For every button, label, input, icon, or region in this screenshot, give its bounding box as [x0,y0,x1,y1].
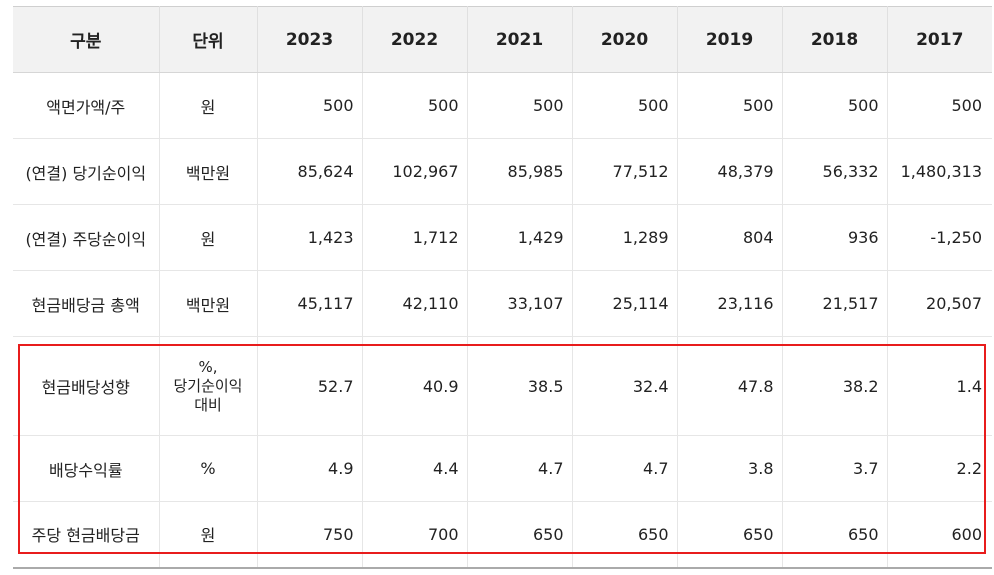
row-label: 액면가액/주 [13,72,160,139]
cell-value: 500 [257,72,363,139]
row-unit: 원 [159,204,258,271]
table-header: 구분 단위 2023 2022 2021 2020 2019 2018 2017 [13,6,992,73]
row-label: 주당 현금배당금 [13,501,160,569]
cell-value: 650 [782,501,888,569]
row-unit: 백만원 [159,138,258,205]
cell-value: 102,967 [362,138,468,205]
cell-value: 500 [467,72,573,139]
cell-value: 750 [257,501,363,569]
cell-value: 1,429 [467,204,573,271]
cell-value: 4.4 [362,435,468,502]
row-label: (연결) 주당순이익 [13,204,160,271]
cell-value: 40.9 [362,336,468,436]
cell-value: 77,512 [572,138,678,205]
header-year-2021: 2021 [467,6,573,73]
unit-line: 대비 [194,395,222,414]
row-unit: 백만원 [159,270,258,337]
cell-value: 52.7 [257,336,363,436]
header-year-2022: 2022 [362,6,468,73]
cell-value: 42,110 [362,270,468,337]
cell-value: 600 [887,501,992,569]
cell-value: 33,107 [467,270,573,337]
cell-value: 500 [572,72,678,139]
row-label: 현금배당금 총액 [13,270,160,337]
cell-value: 650 [467,501,573,569]
header-unit: 단위 [159,6,258,73]
unit-line: 당기순이익 [173,376,243,395]
cell-value: 1,423 [257,204,363,271]
cell-value: 32.4 [572,336,678,436]
cell-value: 3.7 [782,435,888,502]
cell-value: 56,332 [782,138,888,205]
row-unit: % [159,435,258,502]
cell-value: 500 [887,72,992,139]
header-year-2019: 2019 [677,6,783,73]
cell-value: 25,114 [572,270,678,337]
row-label: 현금배당성향 [13,336,160,436]
header-label: 구분 [13,6,160,73]
header-year-2020: 2020 [572,6,678,73]
table-row: 액면가액/주 원 500 500 500 500 500 500 500 [13,72,992,139]
cell-value: 4.7 [572,435,678,502]
cell-value: 650 [677,501,783,569]
dividend-table-container: 구분 단위 2023 2022 2021 2020 2019 2018 2017… [13,6,992,569]
cell-value: 500 [362,72,468,139]
table-row: 현금배당금 총액 백만원 45,117 42,110 33,107 25,114… [13,270,992,337]
cell-value: 3.8 [677,435,783,502]
dividend-table: 구분 단위 2023 2022 2021 2020 2019 2018 2017… [13,6,992,569]
header-year-2018: 2018 [782,6,888,73]
cell-value: 4.9 [257,435,363,502]
cell-value: 21,517 [782,270,888,337]
cell-value: 500 [677,72,783,139]
cell-value: 804 [677,204,783,271]
cell-value: -1,250 [887,204,992,271]
row-label: 배당수익률 [13,435,160,502]
cell-value: 38.5 [467,336,573,436]
row-label: (연결) 당기순이익 [13,138,160,205]
cell-value: 650 [572,501,678,569]
cell-value: 45,117 [257,270,363,337]
unit-line: %, [198,357,218,376]
cell-value: 2.2 [887,435,992,502]
cell-value: 85,624 [257,138,363,205]
row-unit: 원 [159,72,258,139]
cell-value: 700 [362,501,468,569]
header-year-2023: 2023 [257,6,363,73]
table-row: 현금배당성향 %, 당기순이익 대비 52.7 40.9 38.5 32.4 4… [13,336,992,436]
row-unit: 원 [159,501,258,569]
cell-value: 85,985 [467,138,573,205]
cell-value: 1.4 [887,336,992,436]
table-row: 배당수익률 % 4.9 4.4 4.7 4.7 3.8 3.7 2.2 [13,435,992,502]
table-row: (연결) 주당순이익 원 1,423 1,712 1,429 1,289 804… [13,204,992,271]
cell-value: 1,712 [362,204,468,271]
cell-value: 47.8 [677,336,783,436]
cell-value: 1,289 [572,204,678,271]
cell-value: 23,116 [677,270,783,337]
table-row: 주당 현금배당금 원 750 700 650 650 650 650 600 [13,501,992,569]
table-body: 액면가액/주 원 500 500 500 500 500 500 500 (연결… [13,72,992,569]
cell-value: 500 [782,72,888,139]
cell-value: 48,379 [677,138,783,205]
table-row: (연결) 당기순이익 백만원 85,624 102,967 85,985 77,… [13,138,992,205]
cell-value: 936 [782,204,888,271]
cell-value: 20,507 [887,270,992,337]
cell-value: 38.2 [782,336,888,436]
cell-value: 1,480,313 [887,138,992,205]
header-year-2017: 2017 [887,6,992,73]
header-row: 구분 단위 2023 2022 2021 2020 2019 2018 2017 [13,6,992,73]
cell-value: 4.7 [467,435,573,502]
row-unit: %, 당기순이익 대비 [159,336,258,436]
